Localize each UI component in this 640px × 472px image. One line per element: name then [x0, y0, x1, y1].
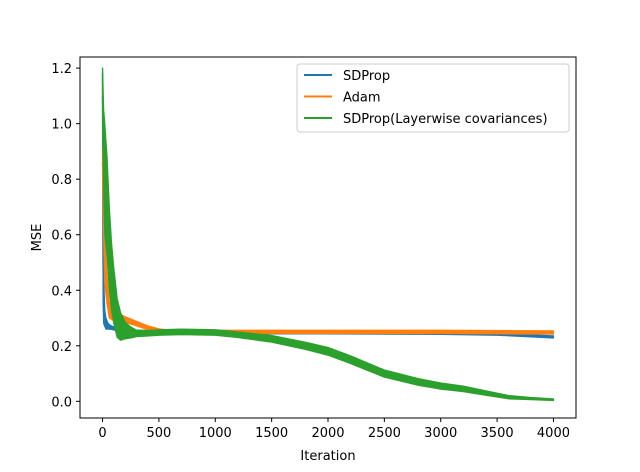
x-tick-label-8: 4000	[537, 426, 570, 441]
series-band-2	[101, 67, 555, 402]
x-axis-label: Iteration	[300, 449, 355, 464]
legend-box	[296, 63, 570, 133]
legend-label-2: SDProp(Layerwise covariances)	[343, 112, 548, 127]
x-tick-label-3: 1500	[255, 426, 288, 441]
y-tick-label-3: 0.6	[51, 229, 72, 244]
y-axis: 0.0 0.2 0.4 0.6 0.8 1.0 1.2	[51, 62, 80, 410]
y-tick-label-5: 1.0	[51, 118, 72, 133]
plot-area	[101, 67, 555, 402]
y-tick-label-2: 0.4	[51, 284, 72, 299]
x-tick-label-4: 2000	[311, 426, 344, 441]
y-tick-label-1: 0.2	[51, 340, 72, 355]
series-line-2	[101, 95, 554, 401]
legend-label-1: Adam	[343, 91, 381, 106]
series-2	[101, 67, 555, 402]
legend-label-0: SDProp	[343, 69, 390, 84]
y-axis-label: MSE	[30, 224, 45, 252]
x-tick-label-2: 1000	[199, 426, 232, 441]
y-tick-label-4: 0.8	[51, 173, 72, 188]
series-band-0	[101, 67, 555, 339]
x-tick-label-7: 3500	[481, 426, 514, 441]
series-line-1	[101, 162, 554, 334]
y-tick-label-0: 0.0	[51, 395, 72, 410]
x-tick-label-1: 500	[146, 426, 171, 441]
x-tick-label-0: 0	[98, 426, 106, 441]
x-axis: 0 500 1000 1500 2000 2500 3000 3500 4000	[98, 418, 570, 441]
x-tick-label-5: 2500	[368, 426, 401, 441]
x-tick-label-6: 3000	[424, 426, 457, 441]
y-tick-label-6: 1.2	[51, 62, 72, 77]
legend: SDProp Adam SDProp(Layerwise covariances)	[296, 63, 570, 133]
